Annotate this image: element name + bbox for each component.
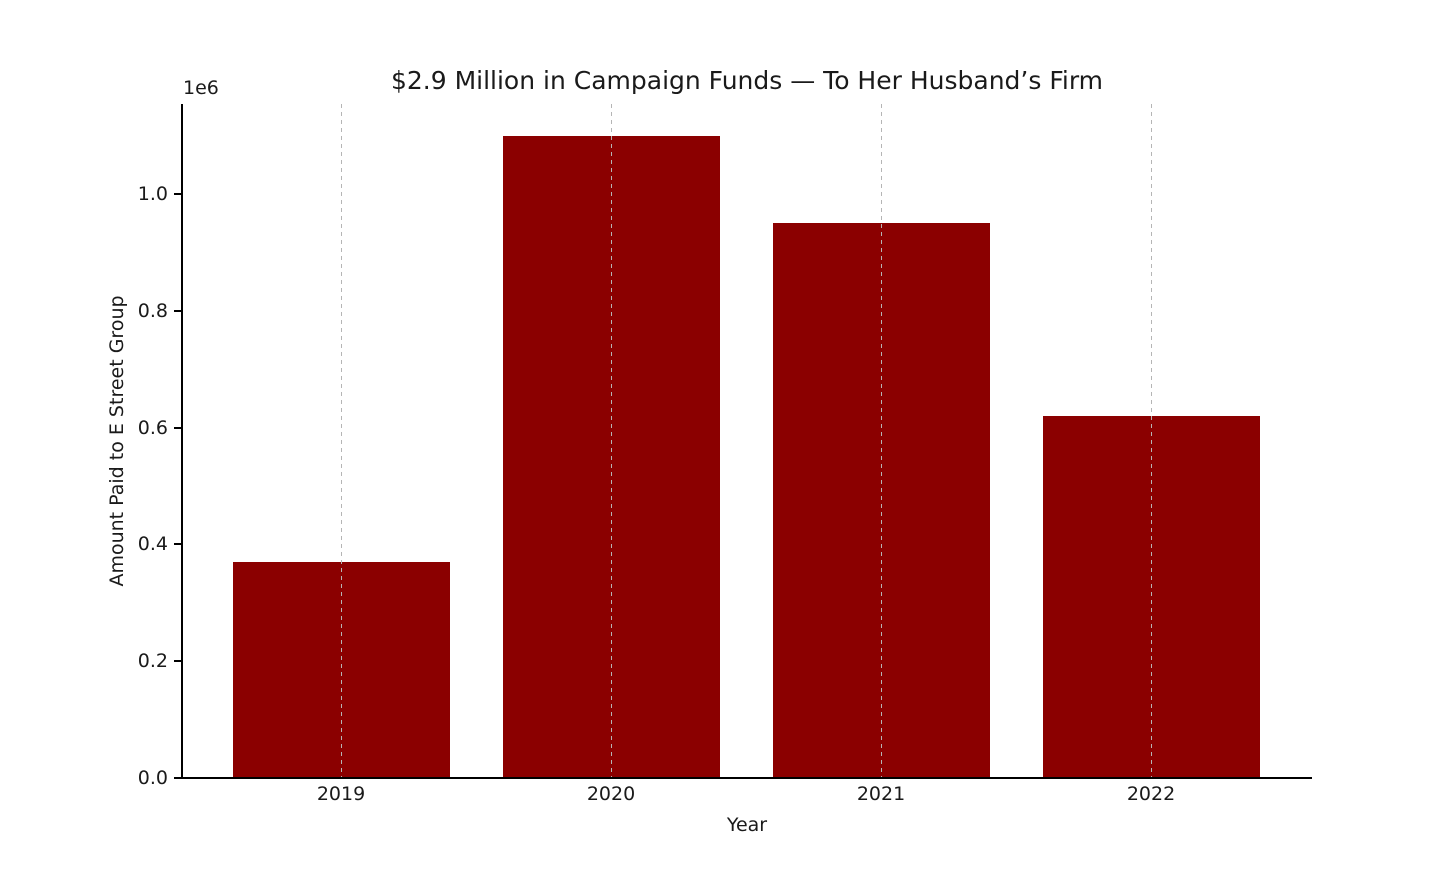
y-axis-offset-text: 1e6 <box>183 77 219 99</box>
y-tick-mark-0.0 <box>174 777 181 779</box>
gridline-2020 <box>610 104 612 778</box>
plot-area <box>182 104 1312 778</box>
y-tick-mark-1.0 <box>174 192 181 195</box>
y-tick-mark-0.2 <box>174 660 181 663</box>
y-tick-mark-0.4 <box>174 543 181 546</box>
x-axis-label: Year <box>726 814 768 836</box>
x-tick-label-2022: 2022 <box>1126 783 1176 805</box>
y-tick-mark-0.6 <box>174 426 181 429</box>
y-tick-label-0.8: 0.8 <box>137 299 168 322</box>
y-axis-spine <box>181 104 183 779</box>
gridline-2019 <box>340 104 342 778</box>
y-tick-label-0.0: 0.0 <box>137 767 168 789</box>
y-tick-label-0.2: 0.2 <box>137 650 168 673</box>
gridline-2021 <box>880 104 882 778</box>
y-tick-label-1.0: 1.0 <box>137 182 168 205</box>
x-axis-spine <box>181 777 1312 779</box>
chart-title: $2.9 Million in Campaign Funds — To Her … <box>390 66 1104 95</box>
y-tick-label-0.6: 0.6 <box>137 416 168 439</box>
y-tick-label-0.4: 0.4 <box>137 533 168 556</box>
gridline-2022 <box>1150 104 1152 778</box>
x-tick-label-2019: 2019 <box>316 783 366 805</box>
x-tick-label-2021: 2021 <box>856 783 906 805</box>
x-tick-label-2020: 2020 <box>586 783 636 805</box>
y-tick-mark-0.8 <box>174 309 181 312</box>
